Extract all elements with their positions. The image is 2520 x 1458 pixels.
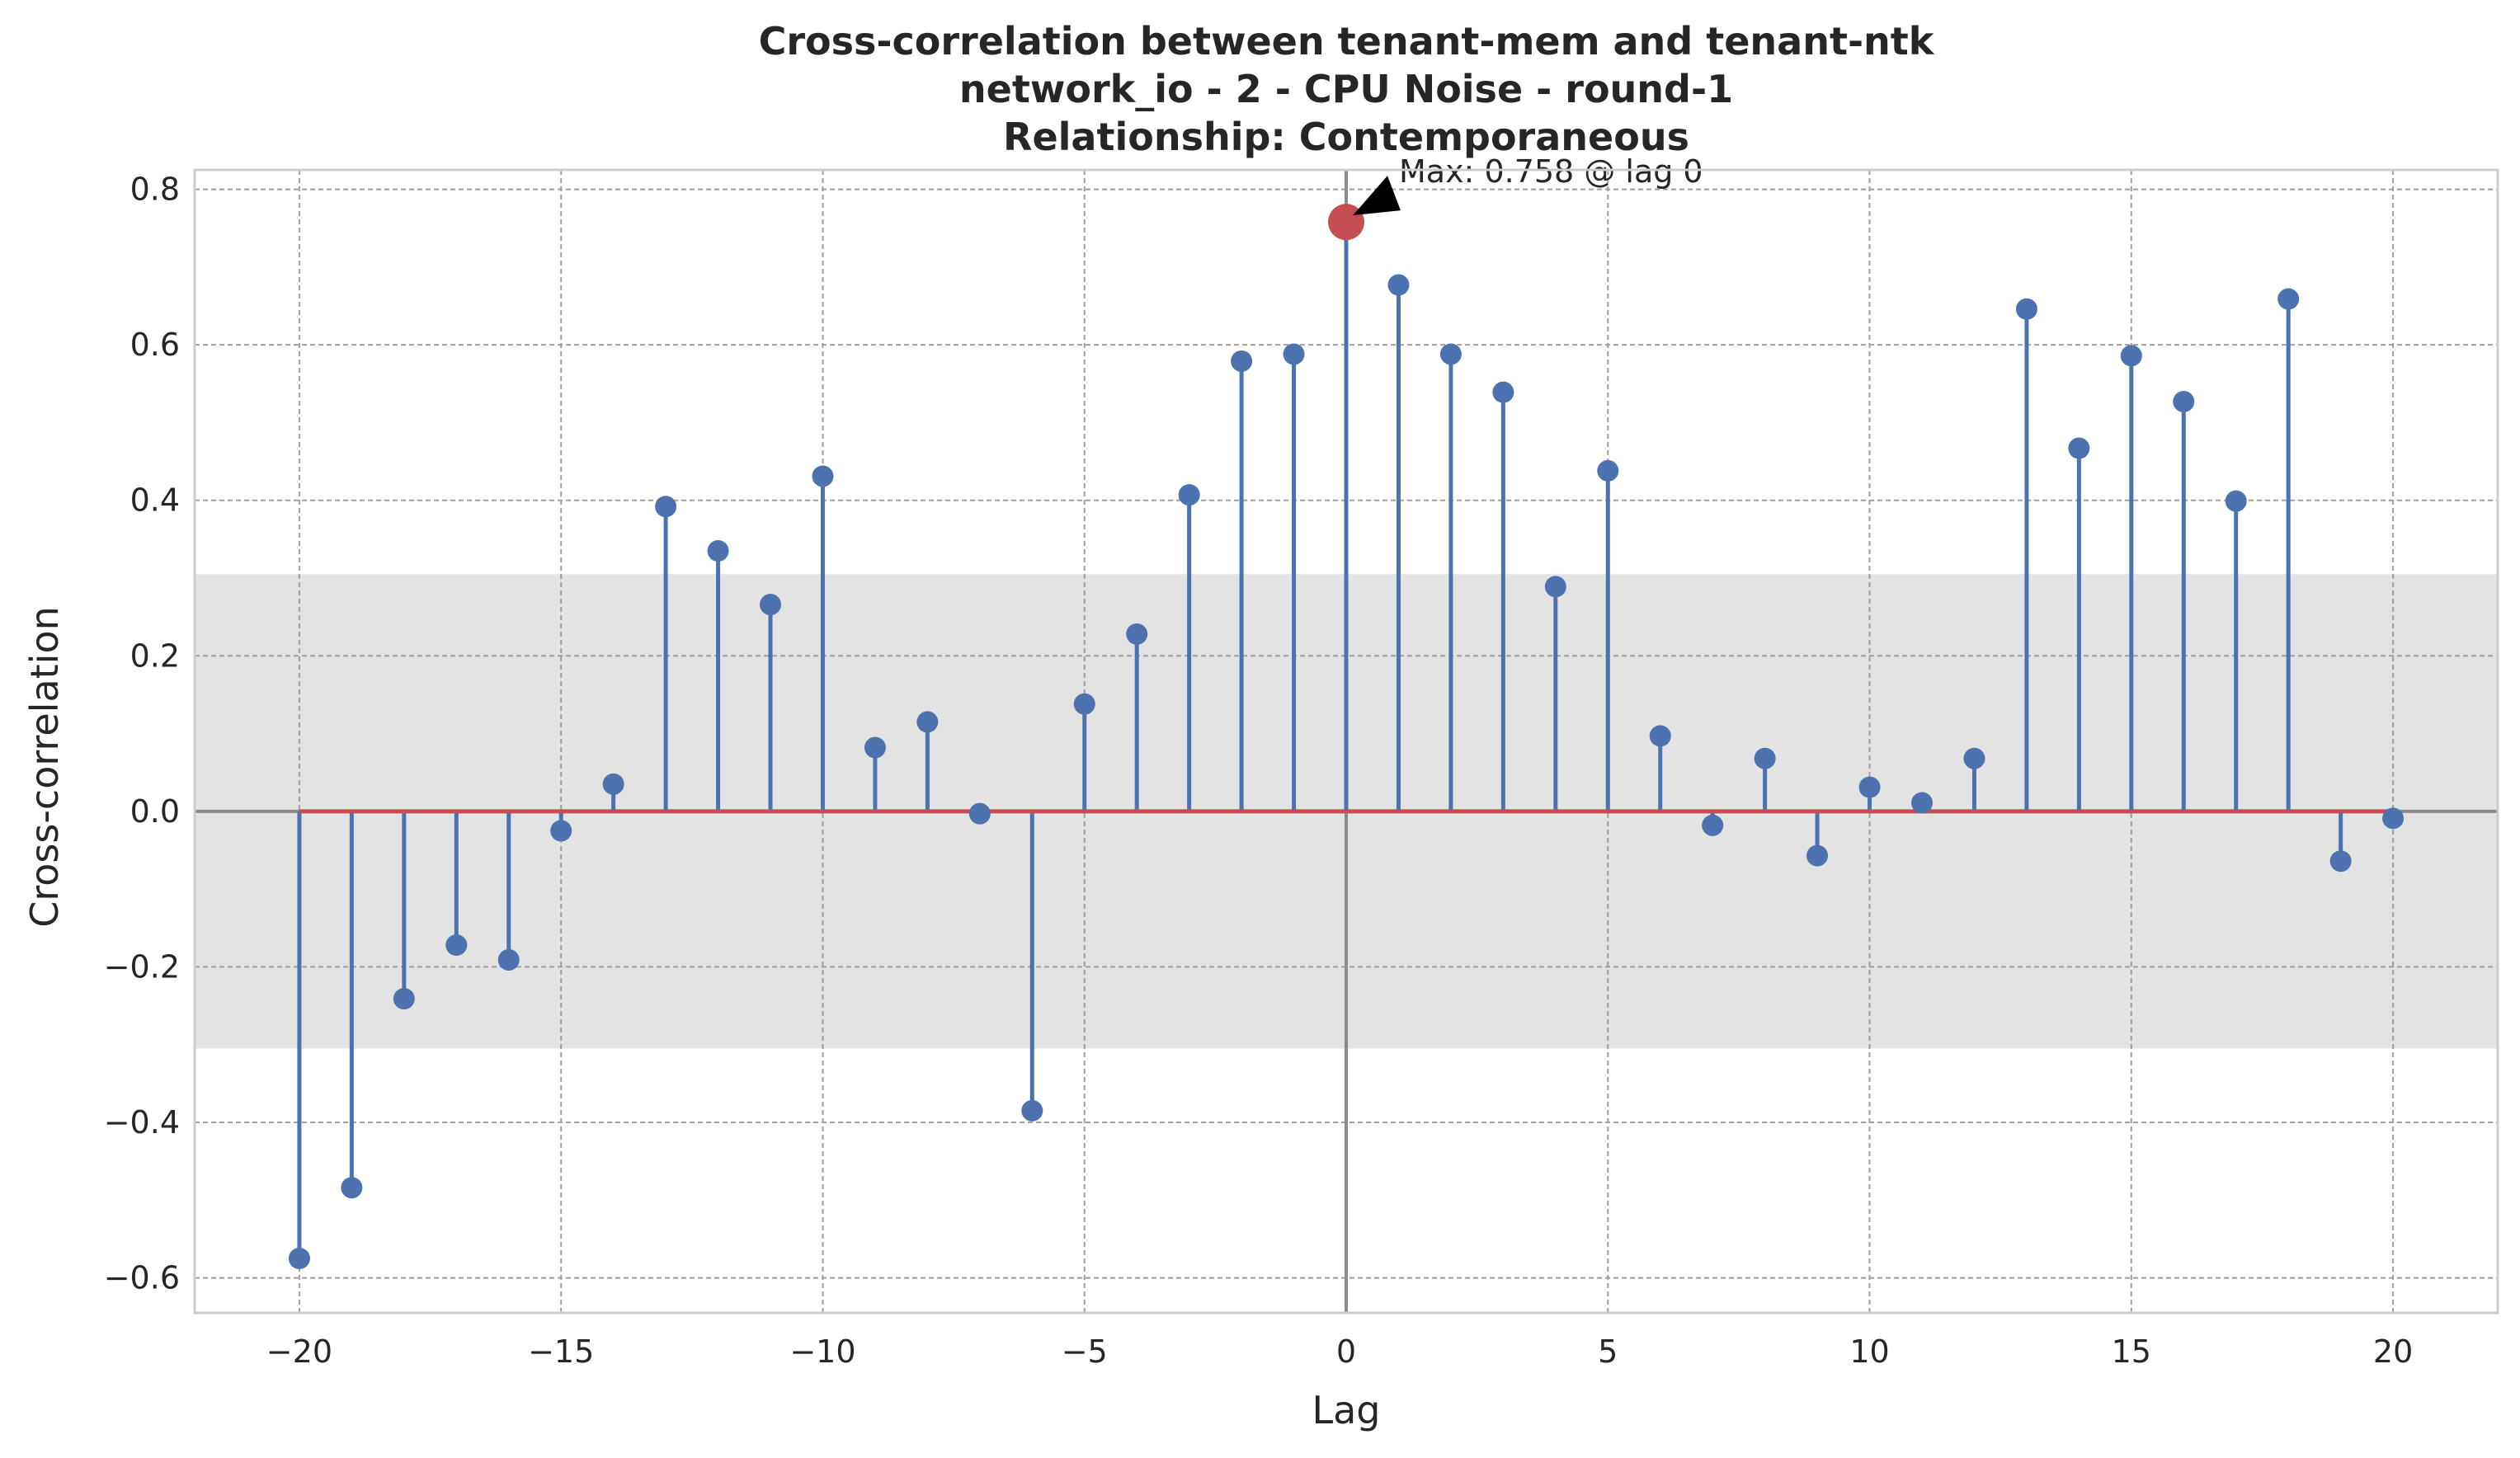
data-point [341,1177,363,1199]
data-point [1439,343,1462,365]
x-axis-label: Lag [1312,1388,1380,1432]
data-point [916,711,939,733]
x-tick-label: 20 [2373,1333,2413,1370]
data-point [760,594,781,616]
x-tick-label: −20 [266,1333,332,1370]
y-tick-label: 0.6 [130,327,180,363]
data-point [1649,725,1671,747]
data-point [2120,345,2142,367]
data-point [2068,437,2090,459]
x-tick-label: 5 [1598,1333,1618,1370]
y-tick-label: 0.2 [130,637,180,674]
data-point [497,948,520,971]
max-annotation-label: Max: 0.758 @ lag 0 [1399,153,1703,190]
chart-title: Cross-correlation between tenant-mem and… [759,19,1935,63]
data-point [707,540,729,562]
data-point [2277,288,2300,310]
y-tick-label: 0.8 [130,172,180,208]
y-tick-labels: −0.6 −0.4 −0.2 0.0 0.2 0.4 0.6 0.8 [104,172,180,1296]
x-tick-label: −10 [789,1333,855,1370]
y-tick-label: 0.4 [130,482,180,519]
data-point [1754,747,1776,769]
y-tick-label: −0.2 [104,948,180,985]
data-point [655,496,677,518]
x-tick-label: 0 [1336,1333,1356,1370]
data-point [1283,343,1305,365]
data-point [1806,844,1829,867]
data-point [1492,381,1514,403]
data-point [1178,484,1200,506]
data-point [1126,623,1148,645]
data-point [1231,350,1253,372]
y-tick-label: −0.6 [104,1260,180,1296]
data-point [550,820,572,842]
chart-relationship: Relationship: Contemporaneous [1003,115,1689,159]
max-annotation-arrow [1353,176,1401,216]
data-point [2382,807,2405,830]
plot-frame [193,168,2499,1315]
data-point [2015,298,2037,320]
data-point [1963,747,1985,769]
data-point [1544,576,1566,598]
markers-layer [288,204,2405,1269]
data-point [1911,792,1933,814]
data-point [1702,814,1724,836]
data-point [602,773,624,795]
data-point [2173,390,2195,412]
stems-layer [297,222,2395,1258]
y-axis-label: Cross-correlation [22,606,67,928]
data-point [864,736,886,759]
x-tick-labels: −20 −15 −10 −5 0 5 10 15 20 [266,1333,2413,1370]
data-point [1387,274,1410,296]
x-tick-label: −15 [528,1333,594,1370]
x-tick-label: −5 [1062,1333,1108,1370]
y-tick-label: 0.0 [130,793,180,830]
data-point [288,1248,310,1269]
data-point [968,802,991,825]
x-tick-label: 10 [1849,1333,1889,1370]
y-tick-label: −0.4 [104,1104,180,1141]
data-point [1597,459,1619,482]
chart-subtitle: network_io - 2 - CPU Noise - round-1 [959,67,1733,111]
data-point [1858,776,1881,798]
annotation-layer: Max: 0.758 @ lag 0 [1353,153,1703,216]
data-point [812,465,834,487]
data-point [393,988,415,1010]
data-point [445,934,468,957]
data-point [2225,490,2247,512]
x-tick-label: 15 [2112,1333,2151,1370]
data-point [1073,693,1095,715]
data-point [2329,850,2352,872]
data-point [1021,1099,1043,1122]
